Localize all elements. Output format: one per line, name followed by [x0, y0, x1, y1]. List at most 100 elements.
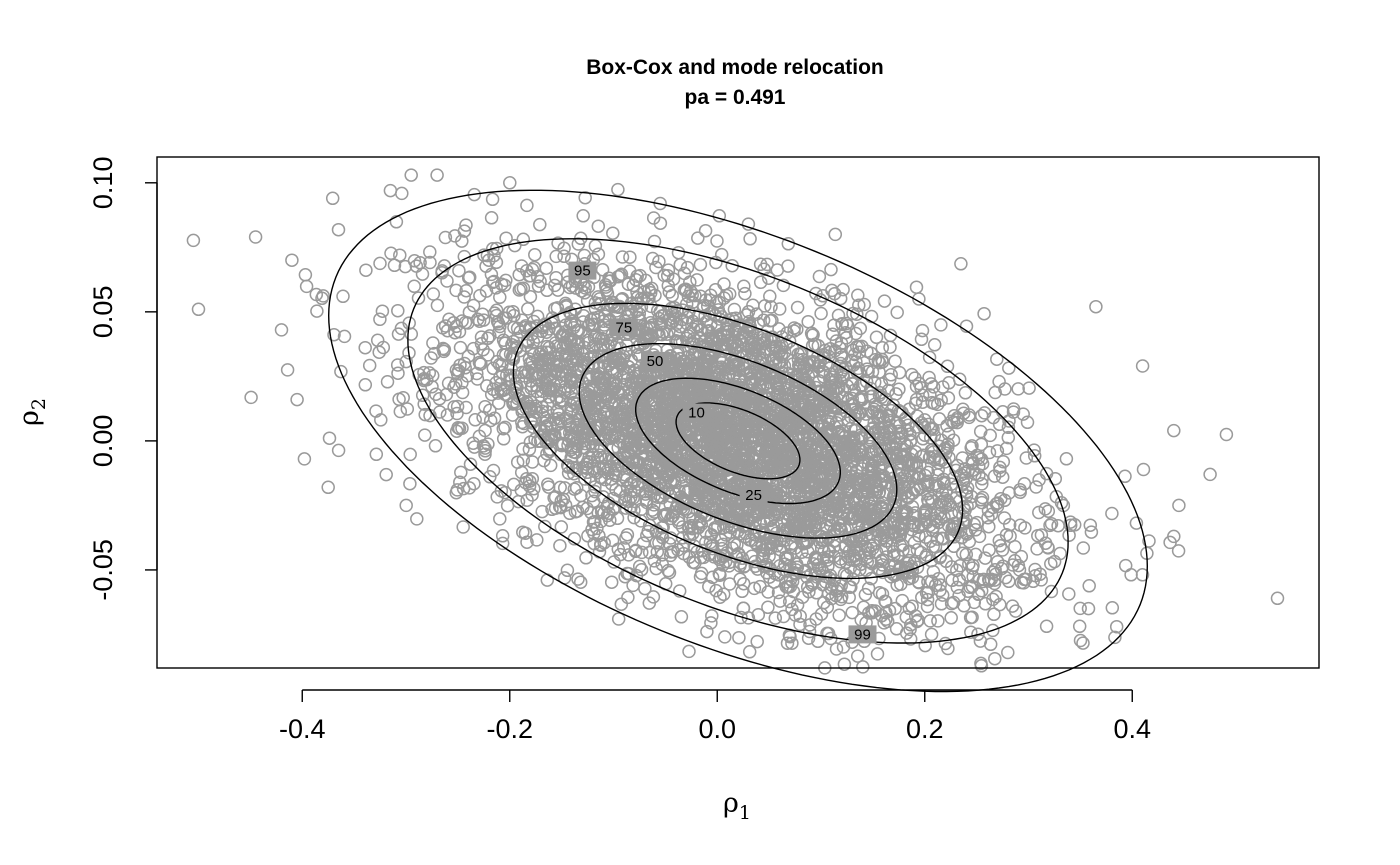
scatter-point	[358, 340, 372, 355]
scatter-points	[186, 168, 1285, 675]
scatter-point	[856, 660, 870, 674]
scatter-point	[890, 305, 904, 320]
scatter-point	[310, 304, 324, 318]
scatter-point	[459, 218, 473, 232]
scatter-point	[605, 533, 620, 548]
scatter-point	[576, 209, 590, 223]
scatter-point	[812, 269, 827, 284]
scatter-point	[968, 523, 983, 537]
scatter-point	[944, 560, 959, 574]
scatter-point	[905, 367, 919, 382]
scatter-point	[540, 573, 555, 587]
scatter-point	[999, 441, 1014, 456]
scatter-point	[496, 432, 511, 446]
scatter-point	[463, 457, 478, 471]
scatter-point	[941, 391, 956, 405]
scatter-point	[362, 358, 377, 373]
scatter-point	[549, 271, 563, 285]
scatter-point	[983, 637, 998, 652]
scatter-point	[828, 227, 843, 242]
scatter-point	[556, 492, 571, 506]
scatter-point	[717, 277, 731, 291]
scatter-point	[751, 607, 766, 622]
scatter-point	[426, 336, 440, 350]
scatter-point	[495, 529, 510, 543]
scatter-point	[1073, 633, 1088, 648]
scatter-point	[958, 386, 973, 400]
scatter-point	[1029, 480, 1043, 494]
scatter-point	[967, 517, 981, 532]
scatter-point	[611, 269, 625, 284]
scatter-point	[358, 378, 373, 392]
scatter-point	[523, 289, 538, 304]
scatter-point	[403, 476, 417, 491]
scatter-point	[1039, 619, 1054, 634]
scatter-point	[615, 250, 630, 264]
scatter-point	[927, 338, 942, 352]
scatter-point	[522, 442, 537, 457]
scatter-point	[690, 273, 704, 287]
scatter-point	[430, 168, 444, 182]
scatter-point	[411, 291, 426, 305]
chart-subtitle: pa = 0.491	[685, 86, 786, 109]
scatter-point	[1072, 619, 1087, 634]
scatter-point	[383, 183, 398, 198]
scatter-point	[298, 268, 313, 282]
scatter-point	[1076, 541, 1091, 555]
scatter-point	[702, 579, 716, 594]
scatter-point	[487, 411, 502, 425]
scatter-point	[920, 592, 935, 607]
scatter-point	[922, 350, 937, 365]
scatter-point	[1076, 636, 1090, 650]
scatter-point	[481, 348, 495, 362]
scatter-point	[1044, 557, 1058, 571]
scatter-point	[636, 536, 651, 550]
scatter-point	[909, 280, 924, 294]
scatter-point	[837, 657, 852, 671]
scatter-point	[483, 329, 497, 343]
scatter-point	[934, 318, 948, 332]
scatter-point	[750, 562, 765, 576]
scatter-point	[940, 359, 955, 374]
scatter-point	[606, 226, 620, 240]
scatter-point	[1032, 473, 1046, 487]
scatter-point	[622, 567, 636, 581]
scatter-point	[285, 253, 299, 267]
scatter-point	[1073, 601, 1087, 616]
scatter-point	[452, 263, 466, 278]
scatter-point	[959, 526, 973, 540]
scatter-point	[423, 245, 437, 259]
scatter-point	[973, 424, 988, 439]
scatter-point	[888, 354, 902, 368]
scatter-point	[369, 447, 384, 462]
scatter-point	[930, 532, 945, 546]
scatter-point	[1044, 584, 1059, 599]
scatter-point	[410, 512, 424, 526]
scatter-point	[1019, 451, 1034, 465]
scatter-point	[448, 377, 463, 391]
scatter-point	[528, 247, 542, 262]
scatter-point	[474, 330, 489, 344]
scatter-point	[472, 355, 487, 370]
scatter-point	[321, 480, 335, 495]
scatter-point	[698, 223, 713, 238]
scatter-point	[520, 198, 534, 213]
scatter-point	[470, 372, 485, 386]
scatter-point	[710, 234, 724, 248]
scatter-point	[389, 215, 404, 229]
scatter-point	[577, 248, 592, 263]
scatter-point	[404, 168, 418, 182]
scatter-point	[391, 366, 405, 380]
scatter-point	[737, 279, 751, 294]
scatter-point	[407, 279, 421, 294]
scatter-point	[426, 287, 441, 301]
scatter-point	[975, 490, 990, 505]
scatter-point	[750, 634, 764, 649]
scatter-point	[875, 340, 890, 355]
scatter-point	[924, 627, 939, 642]
scatter-point	[626, 578, 640, 593]
scatter-point	[403, 447, 417, 462]
scatter-point	[739, 308, 754, 322]
scatter-point	[910, 543, 925, 557]
scatter-point	[493, 290, 507, 305]
